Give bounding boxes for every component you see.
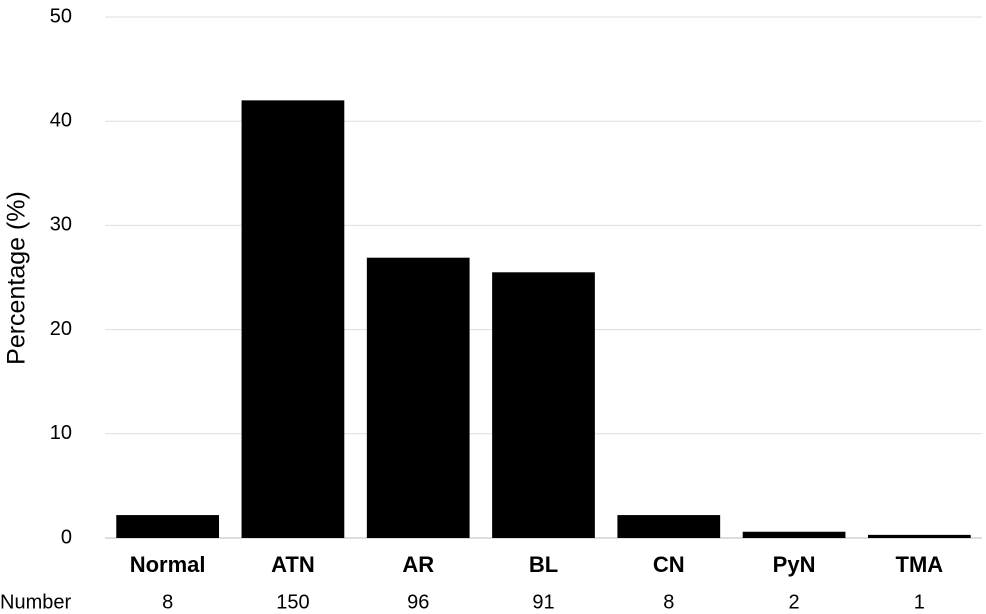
x-tick-label: Normal — [130, 552, 206, 577]
x-tick-label: CN — [653, 552, 685, 577]
y-tick-label: 10 — [50, 422, 72, 444]
bar — [116, 515, 220, 538]
bar — [867, 534, 971, 538]
number-label: 91 — [532, 591, 554, 613]
number-label: 96 — [407, 591, 429, 613]
number-label: 8 — [663, 591, 674, 613]
x-tick-label: TMA — [896, 552, 944, 577]
number-label: 1 — [914, 591, 925, 613]
y-tick-label: 30 — [50, 214, 72, 236]
y-tick-label: 0 — [61, 526, 72, 548]
number-label: 8 — [162, 591, 173, 613]
bar — [617, 515, 721, 538]
y-tick-label: 40 — [50, 109, 72, 131]
bar — [492, 272, 595, 538]
number-label: 150 — [276, 591, 309, 613]
bar — [241, 100, 345, 539]
x-tick-label: AR — [402, 552, 434, 577]
bar — [366, 257, 470, 538]
x-tick-label: BL — [529, 552, 558, 577]
bar — [742, 531, 846, 538]
y-tick-label: 50 — [50, 5, 72, 27]
y-tick-label: 20 — [50, 318, 72, 340]
x-tick-label: ATN — [271, 552, 315, 577]
y-axis-label: Percentage (%) — [3, 191, 31, 365]
x-tick-label: PyN — [773, 552, 816, 577]
number-label: 2 — [789, 591, 800, 613]
number-row-label: Number — [0, 591, 71, 613]
